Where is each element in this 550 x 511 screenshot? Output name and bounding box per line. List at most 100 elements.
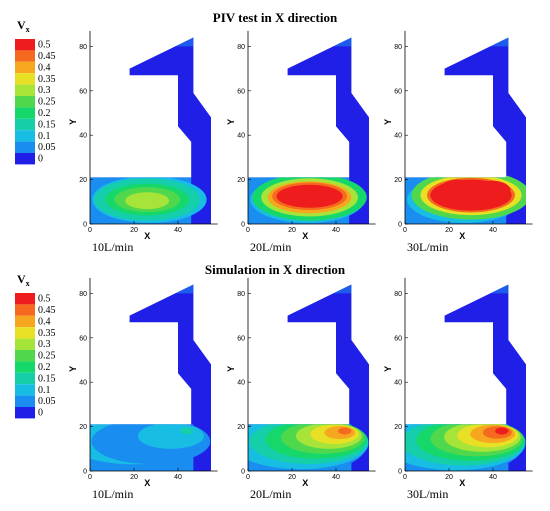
legend-label: 0.35	[38, 328, 56, 339]
x-tick-label: 0	[88, 474, 92, 481]
panel-2-3: 0 20 40 0 20 40 60 80 X Y 30L/min	[383, 277, 533, 501]
legend-swatch	[15, 338, 35, 350]
legend-swatch	[15, 84, 35, 96]
section-title: Simulation in X direction	[205, 262, 346, 277]
legend-label: 0.1	[38, 131, 51, 142]
legend-label: 0.45	[38, 305, 56, 316]
x-axis-label: X	[459, 478, 465, 488]
contour-group	[405, 284, 526, 471]
y-tick-label: 20	[394, 177, 402, 184]
legend-label: 0.25	[38, 97, 56, 108]
x-axis-label: X	[144, 478, 150, 488]
y-tick-label: 60	[237, 88, 245, 95]
x-tick-label: 20	[130, 227, 138, 234]
legend-swatch	[15, 73, 35, 85]
legend-label: 0.25	[38, 351, 56, 362]
panel-caption: 10L/min	[92, 487, 133, 501]
contour-band	[137, 423, 204, 449]
y-tick-label: 80	[394, 291, 402, 298]
legend-label: 0.15	[38, 373, 56, 384]
legend-swatch	[15, 395, 35, 407]
legend-swatch	[15, 50, 35, 62]
legend-label: 0	[38, 408, 43, 419]
y-tick-label: 40	[394, 133, 402, 140]
y-tick-label: 0	[241, 222, 245, 229]
x-tick-label: 40	[332, 474, 340, 481]
x-tick-label: 20	[288, 474, 296, 481]
x-tick-label: 0	[403, 227, 407, 234]
legend-label: 0.35	[38, 74, 56, 85]
section-title: PIV test in X direction	[213, 10, 338, 25]
y-axis-label: Y	[68, 366, 78, 372]
flow-domain	[405, 37, 526, 224]
y-axis-label: Y	[226, 366, 236, 372]
y-tick-label: 20	[79, 424, 87, 431]
x-tick-label: 20	[445, 227, 453, 234]
panel-1-1: 0 20 40 0 20 40 60 80 X Y 10L/min	[68, 30, 218, 254]
flow-domain	[248, 37, 369, 224]
legend-title: Vx	[17, 272, 30, 288]
legend-label: 0.05	[38, 396, 56, 407]
contour-group	[90, 37, 207, 224]
legend-1: Vx 0.50.450.40.350.30.250.20.150.10.050	[15, 18, 56, 165]
legend-swatch	[15, 304, 35, 316]
legend-title: Vx	[17, 18, 30, 34]
panel-caption: 10L/min	[92, 240, 133, 254]
y-tick-label: 80	[79, 291, 87, 298]
x-tick-label: 0	[88, 227, 92, 234]
legend-label: 0.5	[38, 294, 51, 305]
legend-swatch	[15, 372, 35, 385]
contour-band	[120, 37, 205, 47]
panel-caption: 30L/min	[407, 240, 448, 254]
panel-caption: 20L/min	[250, 240, 291, 254]
y-axis-label: Y	[383, 119, 393, 125]
legend-label: 0.3	[38, 85, 51, 96]
y-tick-label: 0	[398, 222, 402, 229]
y-tick-label: 80	[237, 44, 245, 51]
y-tick-label: 0	[83, 222, 87, 229]
y-axis-label: Y	[226, 119, 236, 125]
legend-label: 0.4	[38, 316, 51, 327]
y-tick-label: 60	[394, 335, 402, 342]
legend-2: Vx 0.50.450.40.350.30.250.20.150.10.050	[15, 272, 56, 419]
contour-band	[120, 284, 205, 294]
x-tick-label: 0	[246, 227, 250, 234]
panel-1-3: 0 20 40 0 20 40 60 80 X Y 30L/min	[383, 30, 533, 254]
contour-band	[278, 37, 363, 47]
flow-domain	[248, 284, 369, 471]
legend-swatch	[15, 130, 35, 142]
y-tick-label: 40	[394, 380, 402, 387]
legend-swatch	[15, 384, 35, 396]
y-tick-label: 80	[237, 291, 245, 298]
x-tick-label: 40	[489, 474, 497, 481]
contour-band	[180, 427, 194, 435]
flow-domain	[90, 37, 211, 224]
legend-swatch	[15, 153, 35, 165]
legend-swatch	[15, 315, 35, 328]
legend-label: 0.2	[38, 362, 51, 373]
contour-band	[475, 180, 511, 201]
y-tick-label: 60	[79, 335, 87, 342]
x-tick-label: 20	[288, 227, 296, 234]
legend-label: 0.3	[38, 339, 51, 350]
legend-label: 0.45	[38, 51, 56, 62]
x-axis-label: X	[302, 231, 308, 241]
contour-band	[435, 284, 520, 294]
legend-label: 0	[38, 154, 43, 165]
y-tick-label: 60	[79, 88, 87, 95]
y-tick-label: 20	[394, 424, 402, 431]
contour-band	[495, 427, 509, 435]
legend-swatch	[15, 327, 35, 339]
panel-2-2: 0 20 40 0 20 40 60 80 X Y 20L/min	[226, 277, 376, 501]
legend-swatch	[15, 350, 35, 362]
contour-band	[435, 37, 520, 47]
x-tick-label: 0	[246, 474, 250, 481]
flow-domain	[90, 284, 211, 471]
y-tick-label: 60	[394, 88, 402, 95]
contour-band	[278, 284, 363, 294]
contour-band	[440, 179, 476, 200]
legend-label: 0.15	[38, 119, 56, 130]
contour-band	[338, 427, 352, 435]
x-axis-label: X	[302, 478, 308, 488]
y-tick-label: 80	[79, 44, 87, 51]
